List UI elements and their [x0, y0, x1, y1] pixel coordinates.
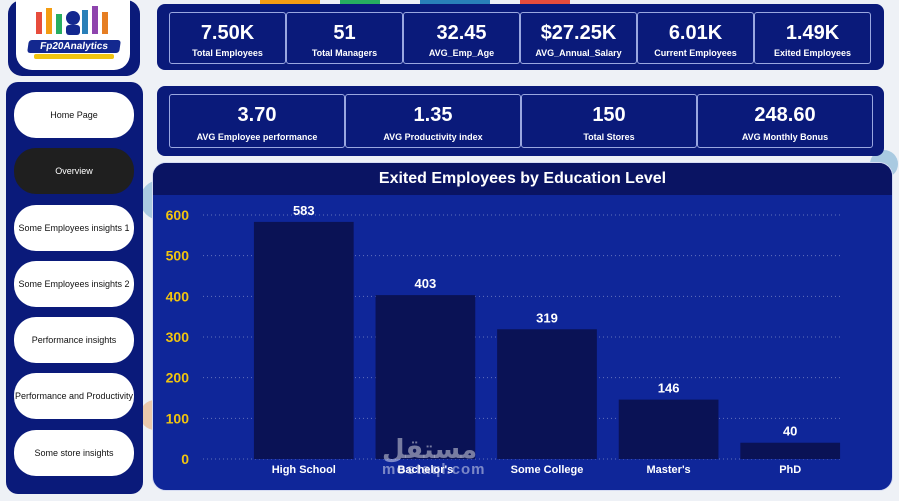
kpi-card-current-employees: 6.01K Current Employees	[637, 12, 754, 64]
y-tick-label: 300	[166, 329, 190, 345]
bar	[740, 442, 841, 459]
sidebar: Home Page Overview Some Employees insigh…	[6, 82, 143, 494]
sidebar-item-label: Some Employees insights 1	[18, 223, 130, 233]
data-label: 583	[293, 203, 315, 218]
sidebar-item-store-insights[interactable]: Some store insights	[14, 430, 134, 476]
kpi-card-total-managers: 51 Total Managers	[286, 12, 403, 64]
y-tick-label: 600	[166, 207, 190, 223]
kpi-value: 248.60	[754, 104, 816, 126]
data-label: 403	[415, 276, 437, 291]
x-tick-label: Bachelor's	[397, 464, 453, 476]
kpi-label: AVG Employee performance	[196, 132, 318, 142]
kpi-label: AVG Monthly Bonus	[741, 132, 829, 142]
bar	[497, 329, 597, 459]
kpi-label: Total Stores	[583, 132, 635, 142]
kpi-row-top: 7.50K Total Employees 51 Total Managers …	[157, 4, 884, 70]
watermark: مستقل mostaql.com	[382, 434, 486, 478]
chart-panel: Exited Employees by Education Level 0 100…	[152, 162, 893, 491]
kpi-value: 150	[592, 104, 626, 126]
kpi-card-avg-emp-age: 32.45 AVG_Emp_Age	[403, 12, 520, 64]
sidebar-item-employees-insights-2[interactable]: Some Employees insights 2	[14, 261, 134, 307]
sidebar-item-overview[interactable]: Overview	[14, 148, 134, 194]
kpi-card-exited-employees: 1.49K Exited Employees	[754, 12, 871, 64]
kpi-row-bottom: 3.70 AVG Employee performance 1.35 AVG P…	[157, 86, 884, 156]
kpi-label: Current Employees	[654, 48, 737, 58]
kpi-card-total-employees: 7.50K Total Employees	[169, 12, 286, 64]
x-tick-label: Some College	[511, 464, 584, 476]
y-tick-label: 500	[166, 248, 190, 264]
x-tick-label: High School	[272, 464, 336, 476]
kpi-card-avg-employee-performance: 3.70 AVG Employee performance	[169, 94, 345, 148]
kpi-card-avg-monthly-bonus: 248.60 AVG Monthly Bonus	[697, 94, 873, 148]
kpi-value: 3.70	[237, 104, 277, 126]
data-label: 40	[783, 424, 797, 439]
sidebar-item-label: Overview	[55, 166, 93, 176]
logo-container: Fp20Analytics	[8, 0, 140, 76]
logo-text: Fp20Analytics	[27, 40, 121, 53]
kpi-label: Total Managers	[311, 48, 378, 58]
sidebar-item-performance-insights[interactable]: Performance insights	[14, 317, 134, 363]
logo: Fp20Analytics	[16, 0, 130, 70]
sidebar-item-home-page[interactable]: Home Page	[14, 92, 134, 138]
bar-chart: 0 100 200 300 400 500 600 583 High School 403 Bach…	[166, 203, 843, 476]
sidebar-item-performance-productivity[interactable]: Performance and Productivity	[14, 373, 134, 419]
sidebar-item-label: Performance and Productivity	[14, 391, 134, 401]
chart-title-bar	[153, 163, 892, 195]
kpi-label: Total Employees	[192, 48, 263, 58]
kpi-label: AVG_Annual_Salary	[535, 48, 622, 58]
x-tick-label: PhD	[779, 464, 801, 476]
kpi-value: $27.25K	[540, 22, 617, 44]
bar	[618, 399, 719, 459]
data-label: 146	[658, 381, 680, 396]
y-tick-label: 200	[166, 370, 190, 386]
kpi-card-avg-productivity-index: 1.35 AVG Productivity index	[345, 94, 521, 148]
y-tick-label: 400	[166, 288, 190, 304]
sidebar-item-label: Some store insights	[34, 448, 114, 458]
sidebar-item-label: Performance insights	[31, 335, 117, 345]
kpi-value: 7.50K	[200, 22, 255, 44]
chart-title: Exited Employees by Education Level	[378, 170, 667, 187]
kpi-card-avg-annual-salary: $27.25K AVG_Annual_Salary	[520, 12, 637, 64]
watermark-latin: mostaql.com	[382, 461, 486, 478]
sidebar-item-label: Home Page	[50, 110, 98, 120]
kpi-value: 6.01K	[668, 22, 723, 44]
data-label: 319	[536, 310, 558, 325]
watermark-arabic: مستقل	[382, 434, 478, 464]
kpi-label: Exited Employees	[773, 48, 852, 58]
sidebar-item-employees-insights-1[interactable]: Some Employees insights 1	[14, 205, 134, 251]
kpi-value: 51	[333, 22, 356, 44]
kpi-value: 1.35	[413, 104, 453, 126]
kpi-value: 1.49K	[785, 22, 840, 44]
y-tick-label: 100	[166, 410, 190, 426]
bar	[253, 221, 354, 459]
y-tick-label: 0	[181, 451, 189, 467]
logo-graphic-icon	[36, 6, 108, 35]
kpi-value: 32.45	[436, 22, 487, 44]
bar	[375, 295, 476, 459]
kpi-label: AVG Productivity index	[383, 132, 483, 142]
kpi-card-total-stores: 150 Total Stores	[521, 94, 697, 148]
x-tick-label: Master's	[646, 464, 690, 476]
sidebar-item-label: Some Employees insights 2	[18, 279, 130, 289]
logo-underline	[34, 54, 114, 59]
kpi-label: AVG_Emp_Age	[428, 48, 495, 58]
